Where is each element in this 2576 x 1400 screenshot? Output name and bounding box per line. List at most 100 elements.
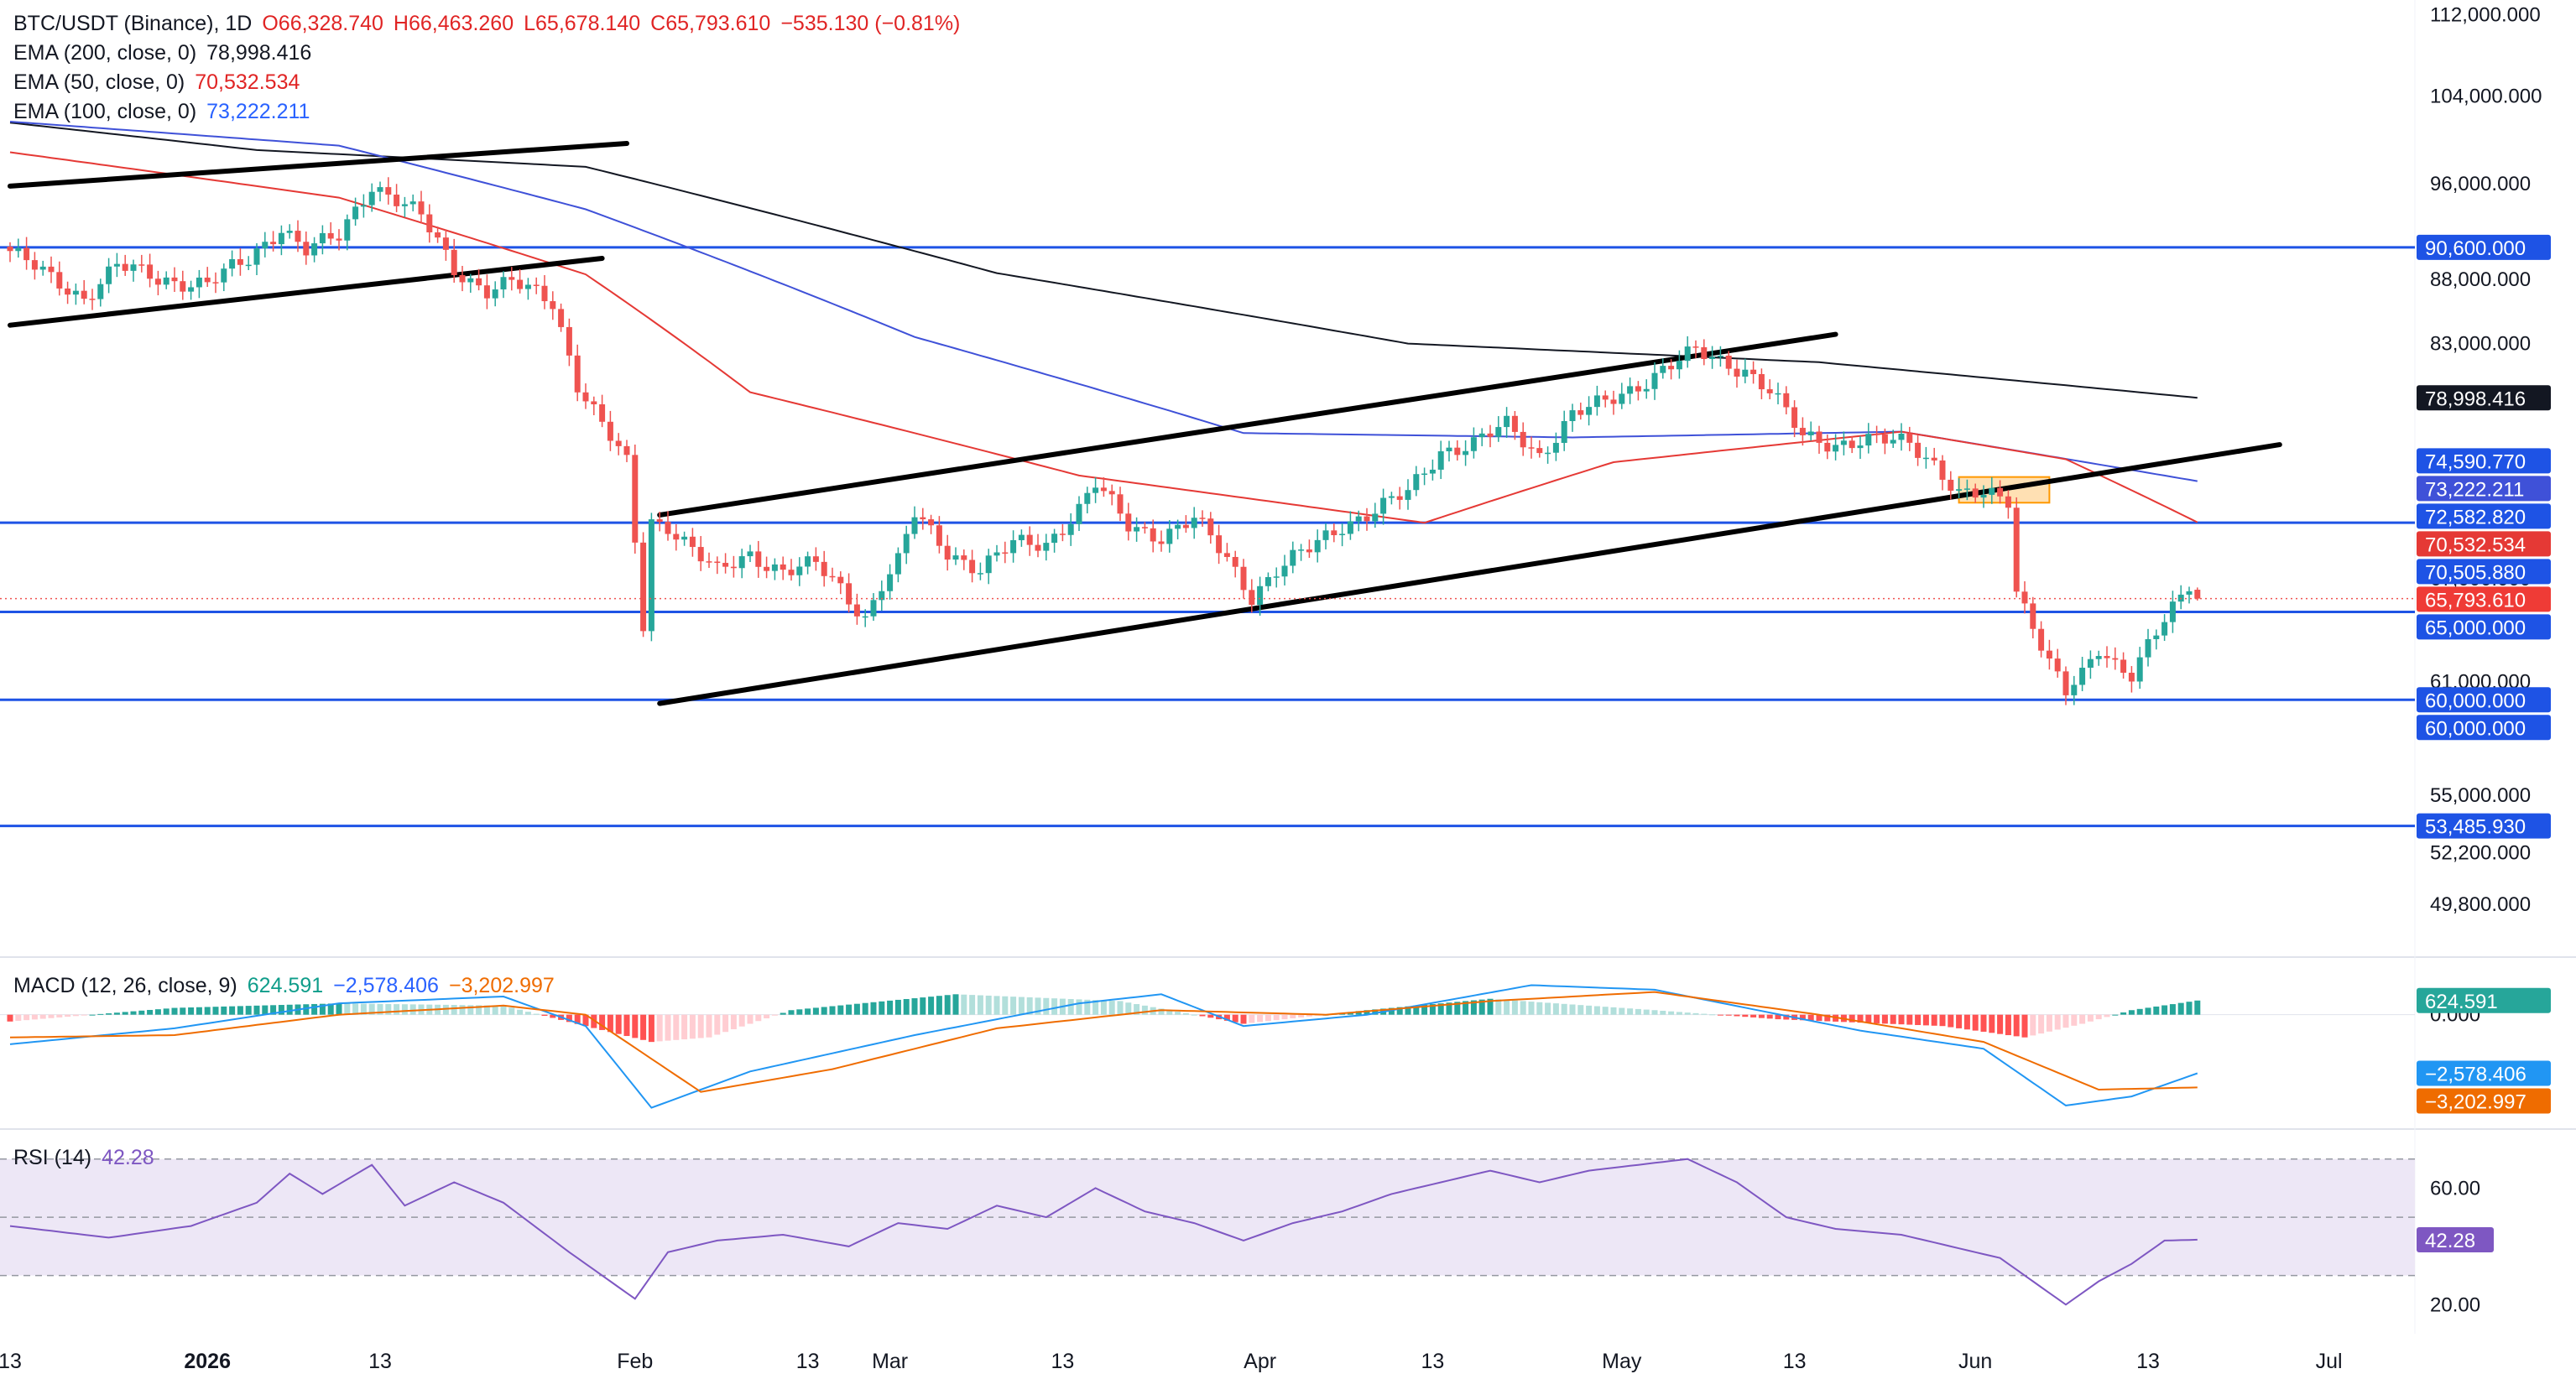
macd-histogram-bar	[1413, 1005, 1420, 1015]
macd-histogram-bar	[853, 1003, 860, 1015]
price-badge-label: 78,998.416	[2425, 388, 2526, 410]
ema100-value: 73,222.211	[206, 100, 310, 123]
candle-body	[2054, 658, 2061, 672]
macd-histogram-bar	[2169, 1004, 2176, 1015]
candle	[106, 258, 112, 294]
candle-body	[311, 243, 318, 256]
candle	[1290, 541, 1296, 574]
candle	[204, 267, 211, 287]
macd-histogram-bar	[1643, 1009, 1650, 1015]
candle-body	[1421, 473, 1428, 476]
macd-histogram-bar	[1545, 1002, 1551, 1015]
macd-histogram-bar	[1511, 1000, 1518, 1015]
candle-body	[764, 566, 770, 571]
candle	[944, 534, 951, 571]
candle-body	[1742, 369, 1749, 377]
candle-body	[1035, 544, 1041, 551]
macd-histogram-bar	[2095, 1014, 2102, 1020]
candle	[1018, 529, 1025, 547]
candle-body	[1010, 539, 1017, 554]
macd-label: MACD (12, 26, close, 9)	[13, 974, 237, 997]
candle-body	[1709, 357, 1716, 360]
macd-histogram-bar	[1405, 1006, 1411, 1015]
candle	[476, 268, 482, 291]
candle-body	[2104, 656, 2110, 658]
candle	[524, 278, 531, 300]
macd-histogram-bar	[72, 1014, 79, 1017]
macd-histogram-bar	[1108, 1001, 1115, 1015]
time-tick-label: Jun	[1958, 1350, 1992, 1373]
macd-histogram-bar	[2177, 1002, 2184, 1015]
candle-body	[574, 355, 581, 393]
macd-histogram-bar	[1898, 1014, 1905, 1025]
macd-histogram-bar	[582, 1014, 589, 1027]
candle-body	[582, 392, 589, 402]
candle	[796, 557, 803, 586]
candle	[517, 269, 524, 294]
price-badge: 73,222.211	[2417, 476, 2551, 502]
candle	[862, 609, 868, 627]
candle-body	[278, 232, 284, 245]
candle	[1265, 572, 1271, 591]
candle-body	[476, 278, 482, 286]
candle-body	[681, 536, 688, 540]
price-badge-label: 74,590.770	[2425, 450, 2526, 473]
macd-histogram-bar	[681, 1014, 688, 1040]
candle-body	[1134, 527, 1140, 532]
candle	[985, 549, 992, 585]
candle-body	[2136, 657, 2143, 682]
macd-histogram-bar	[492, 1005, 498, 1015]
candle-body	[524, 284, 531, 289]
macd-histogram-bar	[1355, 1011, 1362, 1015]
candle-body	[961, 555, 967, 560]
candle-body	[303, 242, 310, 256]
macd-histogram-bar	[2054, 1014, 2061, 1030]
candle	[1051, 528, 1058, 553]
candle-body	[2046, 650, 2052, 659]
macd-histogram-bar	[911, 998, 918, 1015]
candle	[1364, 507, 1370, 531]
macd-histogram-bar	[1249, 1014, 1255, 1023]
price-badge: 65,000.000	[2417, 614, 2551, 640]
macd-histogram-bar	[1668, 1011, 1675, 1015]
macd-histogram-bar	[1758, 1014, 1765, 1018]
macd-histogram-bar	[229, 1006, 236, 1015]
candle	[237, 247, 243, 276]
candle-body	[1593, 395, 1600, 408]
macd-histogram-bar	[1684, 1012, 1691, 1015]
candle-body	[2120, 659, 2127, 674]
candle-body	[1586, 407, 1593, 415]
candle-body	[1881, 434, 1888, 444]
candle	[1257, 576, 1264, 616]
candle-body	[1956, 489, 1963, 491]
macd-histogram-bar	[846, 1004, 853, 1015]
candle-body	[656, 519, 663, 523]
macd-histogram-bar	[1881, 1014, 1888, 1024]
candle	[1010, 530, 1017, 563]
candle-body	[771, 564, 778, 571]
candle	[1758, 368, 1765, 399]
candle-body	[853, 604, 860, 617]
candle	[2104, 646, 2110, 668]
candle-body	[500, 277, 507, 290]
candle-body	[1528, 447, 1535, 449]
price-tick-label: 55,000.000	[2430, 784, 2531, 807]
candle-body	[1388, 496, 1395, 498]
price-tick-label: 112,000.000	[2430, 3, 2541, 26]
candle-body	[2169, 601, 2176, 622]
candle	[681, 531, 688, 546]
candle-body	[1322, 530, 1329, 540]
candle-body	[1997, 487, 2004, 497]
ema100-label: EMA (100, close, 0)	[13, 100, 197, 123]
candle-body	[2005, 496, 2011, 508]
candle-body	[23, 247, 30, 261]
candle	[1191, 507, 1197, 539]
macd-histogram-bar	[138, 1010, 145, 1015]
candle	[138, 254, 145, 273]
trend-line	[8, 255, 605, 328]
macd-histogram-bar	[821, 1007, 827, 1015]
macd-histogram-bar	[1569, 1004, 1576, 1015]
candle-body	[1199, 518, 1206, 519]
candle-body	[1166, 528, 1173, 544]
